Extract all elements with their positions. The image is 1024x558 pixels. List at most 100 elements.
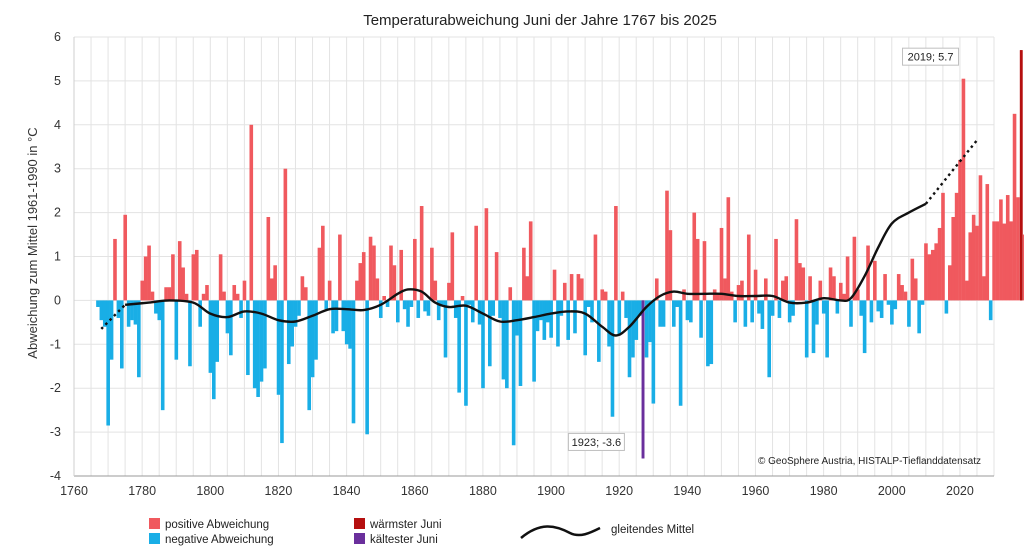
bar-negative xyxy=(556,300,560,347)
bar-positive xyxy=(113,238,117,301)
bar-positive xyxy=(569,274,574,301)
bar-positive xyxy=(317,247,322,301)
bar-positive xyxy=(600,289,605,301)
x-tick-label: 1920 xyxy=(605,484,633,498)
annotation-warmest: 2019; 5.7 xyxy=(908,52,954,64)
bar-negative xyxy=(154,300,158,314)
bar-negative xyxy=(246,300,250,376)
bar-negative xyxy=(743,300,748,327)
bar-negative xyxy=(396,300,400,323)
bar-positive xyxy=(603,291,608,301)
bar-negative xyxy=(760,300,765,329)
chart-title: Temperaturabweichung Juni der Jahre 1767… xyxy=(363,12,717,29)
bar-positive xyxy=(389,245,393,301)
y-tick-label: 4 xyxy=(54,118,61,132)
bar-negative xyxy=(280,300,284,444)
bar-negative xyxy=(331,300,335,334)
bar-negative xyxy=(256,300,260,397)
bar-positive xyxy=(961,78,966,301)
x-tick-label: 1760 xyxy=(60,484,88,498)
bar-positive xyxy=(740,280,744,301)
bar-negative xyxy=(815,300,819,325)
x-tick-label: 1840 xyxy=(333,484,361,498)
bar-negative xyxy=(160,300,165,411)
bar-positive xyxy=(123,214,128,301)
bar-negative xyxy=(334,300,339,332)
bar-negative xyxy=(658,300,662,327)
bar-positive xyxy=(222,291,226,301)
bar-positive xyxy=(978,175,983,301)
bar-negative xyxy=(116,300,121,318)
bar-negative xyxy=(811,300,816,354)
bar-negative xyxy=(416,300,421,318)
bar-positive xyxy=(937,227,942,301)
bar-negative xyxy=(770,300,775,316)
legend-swatch-warmest xyxy=(354,518,365,529)
bar-positive xyxy=(695,238,700,301)
bar-positive xyxy=(191,254,196,301)
bar-negative xyxy=(849,300,853,327)
bar-positive xyxy=(913,278,918,301)
bar-negative xyxy=(348,300,352,349)
bar-negative xyxy=(406,300,410,327)
x-tick-label: 1940 xyxy=(673,484,701,498)
bar-negative xyxy=(699,300,703,338)
bar-negative xyxy=(341,300,346,332)
bar-negative xyxy=(130,300,134,321)
bar-negative xyxy=(481,300,485,389)
bar-positive xyxy=(235,293,240,301)
bar-negative xyxy=(297,300,301,316)
bar-positive xyxy=(375,278,380,301)
bar-negative xyxy=(617,300,622,336)
bar-negative xyxy=(988,300,993,321)
bar-negative xyxy=(859,300,864,316)
bar-positive xyxy=(753,269,758,301)
bar-positive xyxy=(801,267,806,301)
bar-positive xyxy=(883,274,887,301)
bar-negative xyxy=(252,300,257,389)
bar-negative xyxy=(126,300,131,327)
bar-positive xyxy=(150,291,155,301)
bar-positive xyxy=(1022,234,1024,301)
bar-negative xyxy=(96,300,100,307)
bar-negative xyxy=(920,300,925,305)
legend: positive Abweichung negative Abweichung … xyxy=(149,518,694,546)
bar-coldest-top xyxy=(641,300,645,459)
x-tick-label: 1820 xyxy=(265,484,293,498)
bar-negative xyxy=(453,300,458,318)
bar-negative xyxy=(545,300,550,323)
y-tick-label: 2 xyxy=(54,206,61,220)
annotation-coldest: 1923; -3.6 xyxy=(572,437,622,449)
bar-positive xyxy=(982,276,986,301)
bar-positive xyxy=(746,234,751,301)
bar-negative xyxy=(286,300,291,365)
bar-positive xyxy=(528,221,533,301)
bar-positive xyxy=(726,197,731,301)
bar-negative xyxy=(307,300,312,411)
bar-negative xyxy=(443,300,448,358)
bar-negative xyxy=(610,300,615,417)
bar-positive xyxy=(764,278,768,301)
bar-warmest-top xyxy=(1019,50,1023,301)
bar-negative xyxy=(263,300,267,369)
bar-negative xyxy=(644,300,649,358)
bar-negative xyxy=(423,300,427,312)
bar-positive xyxy=(941,192,945,301)
bar-positive xyxy=(327,280,332,301)
bar-positive xyxy=(232,285,237,301)
running-mean-line xyxy=(124,202,927,337)
x-tick-label: 1900 xyxy=(537,484,565,498)
bar-positive xyxy=(167,287,172,301)
y-tick-label: 0 xyxy=(54,293,61,307)
bar-positive xyxy=(692,212,697,301)
bar-positive xyxy=(948,265,952,301)
y-tick-label: -1 xyxy=(50,337,61,351)
legend-label-positive: positive Abweichung xyxy=(165,519,269,531)
bar-negative xyxy=(457,300,461,393)
bar-positive xyxy=(433,280,438,301)
x-tick-label: 1800 xyxy=(196,484,224,498)
bar-negative xyxy=(505,300,509,389)
bar-positive xyxy=(1012,113,1017,301)
bar-negative xyxy=(498,300,502,318)
bar-positive xyxy=(140,280,145,301)
